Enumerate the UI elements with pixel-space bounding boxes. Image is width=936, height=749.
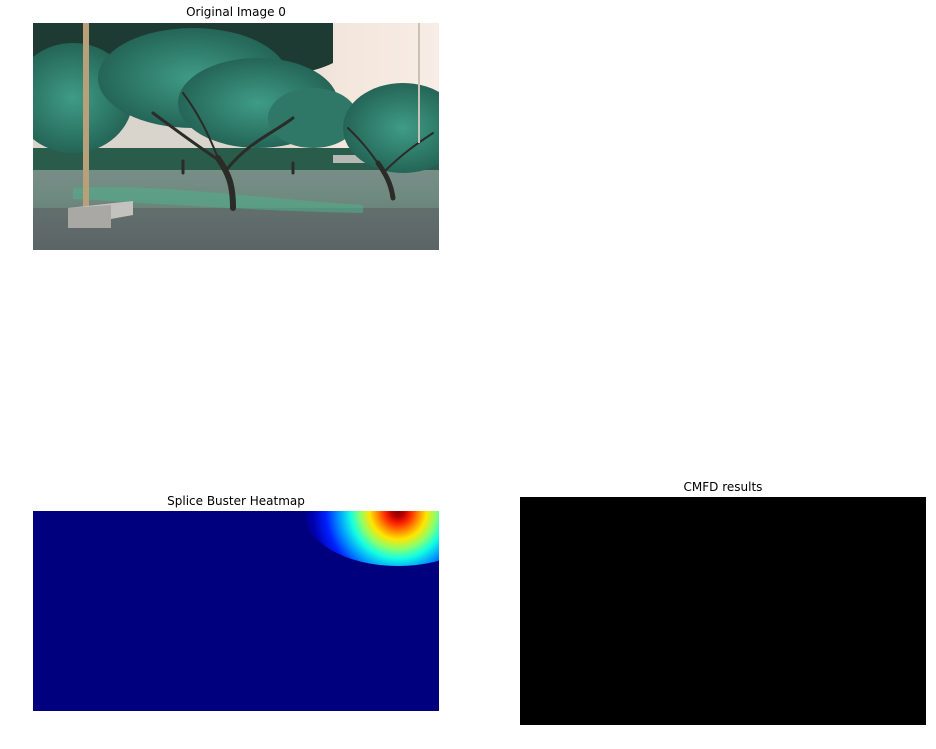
splice-buster-heatmap-title: Splice Buster Heatmap	[167, 494, 305, 508]
original-image	[33, 23, 439, 250]
cmfd-results-title: CMFD results	[683, 480, 763, 494]
original-image-title: Original Image 0	[186, 5, 286, 19]
cmfd-results-mask	[520, 497, 926, 725]
splice-buster-heatmap	[33, 511, 439, 711]
